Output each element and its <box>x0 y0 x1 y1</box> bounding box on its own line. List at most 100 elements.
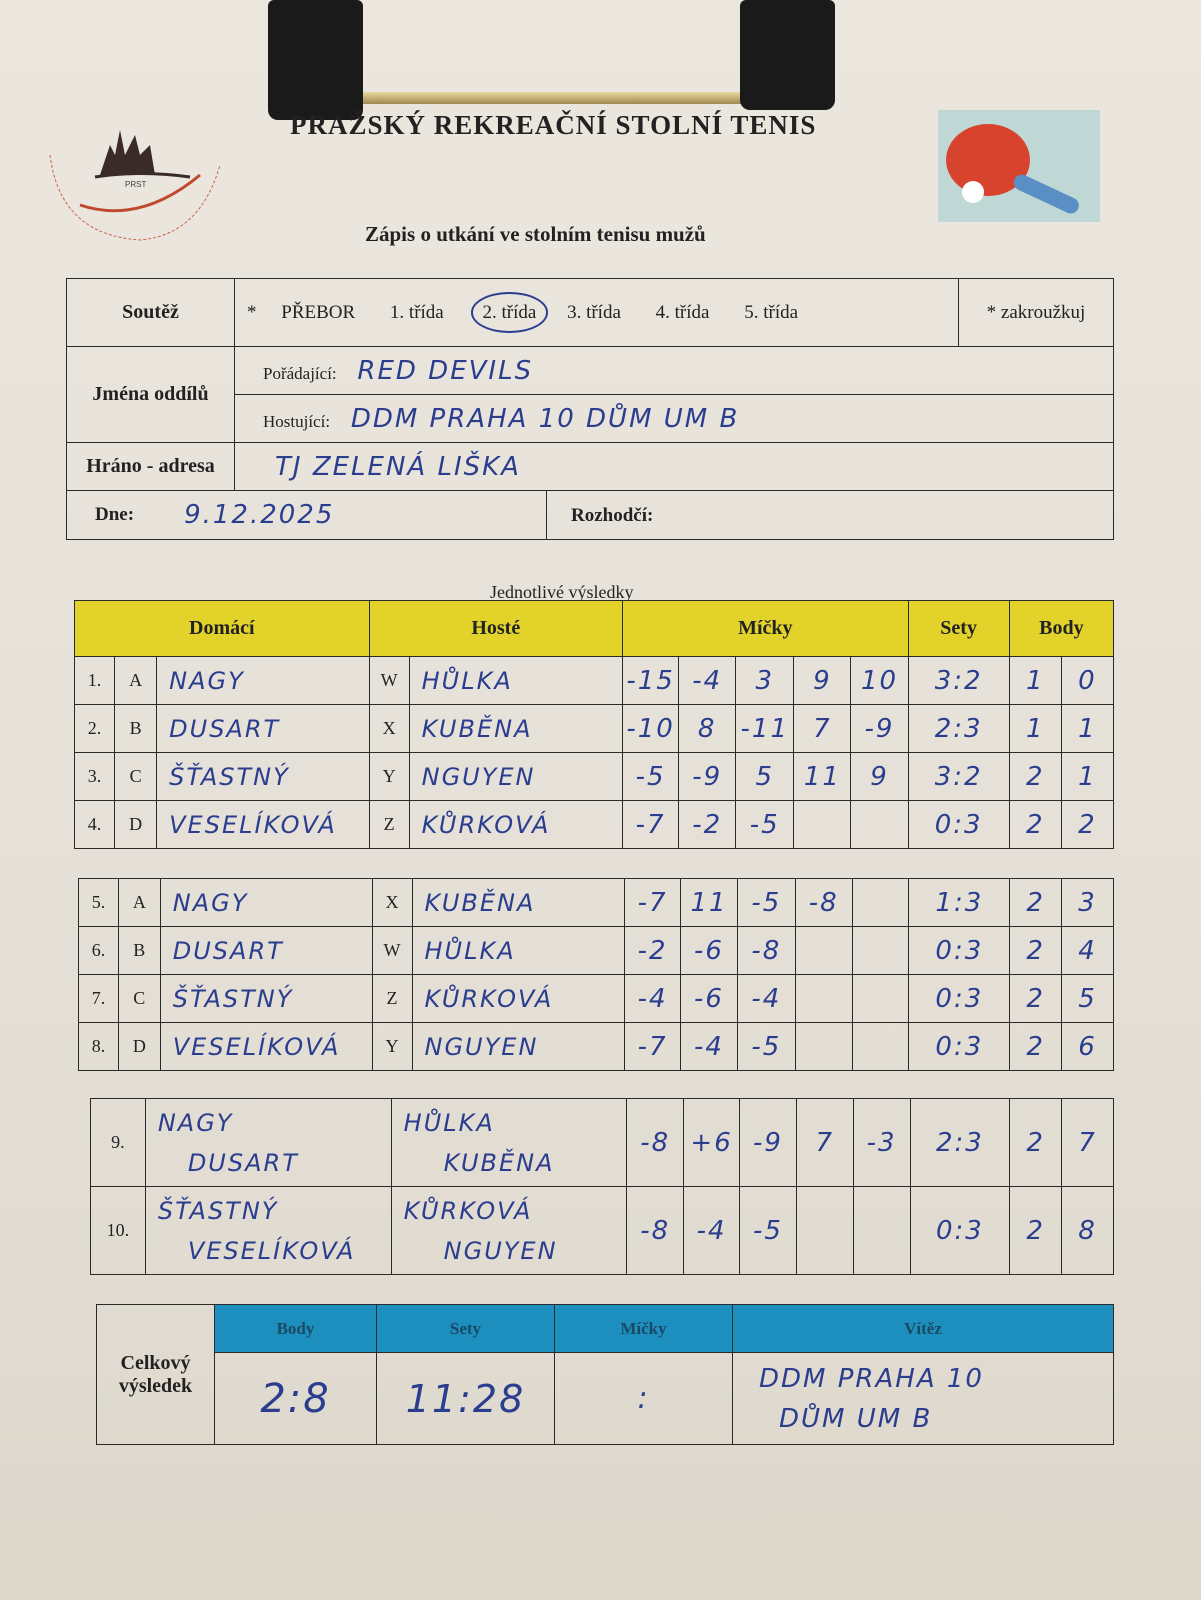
class-option[interactable]: 5. třída <box>744 301 799 323</box>
set-score[interactable]: -5 <box>735 800 795 849</box>
home-player[interactable]: VESELÍKOVÁ <box>159 1022 373 1071</box>
home-player[interactable]: DUSART <box>156 704 370 753</box>
total-balls[interactable]: : <box>554 1352 733 1445</box>
class-option[interactable]: 3. třída <box>567 301 621 323</box>
set-score[interactable] <box>795 1186 854 1275</box>
set-score[interactable]: 5 <box>735 752 795 801</box>
set-score[interactable]: 3 <box>735 656 795 705</box>
guest-player[interactable]: NGUYEN <box>408 752 624 801</box>
sets-result[interactable]: 2:3 <box>907 704 1010 753</box>
set-score[interactable]: -4 <box>624 974 682 1023</box>
points-home[interactable]: 2 <box>1009 926 1063 975</box>
set-score[interactable]: 7 <box>795 1098 854 1187</box>
referee-cell[interactable]: Rozhodčí: <box>547 504 653 527</box>
set-score[interactable] <box>850 800 909 849</box>
venue-value[interactable]: TJ ZELENÁ LIŠKA <box>234 442 1114 491</box>
set-score[interactable]: 11 <box>793 752 852 801</box>
set-score[interactable]: -4 <box>736 974 796 1023</box>
points-home[interactable]: 2 <box>1009 1098 1063 1187</box>
set-score[interactable]: -7 <box>622 800 680 849</box>
set-score[interactable]: -5 <box>736 878 796 927</box>
points-home[interactable]: 1 <box>1008 656 1062 705</box>
points-guest[interactable]: 0 <box>1060 656 1115 705</box>
sets-result[interactable]: 3:2 <box>907 752 1010 801</box>
set-score[interactable]: -7 <box>624 878 682 927</box>
guest-player[interactable]: HŮLKA <box>408 656 624 705</box>
guest-pair[interactable]: KŮRKOVÁ NGUYEN <box>390 1186 628 1275</box>
set-score[interactable]: 9 <box>793 656 852 705</box>
set-score[interactable] <box>794 926 853 975</box>
points-home[interactable]: 2 <box>1008 800 1062 849</box>
guest-value[interactable]: DDM PRAHA 10 DŮM UM B <box>350 403 740 434</box>
set-score[interactable]: -4 <box>680 1022 738 1071</box>
set-score[interactable]: -5 <box>736 1022 796 1071</box>
sets-result[interactable]: 0:3 <box>908 974 1011 1023</box>
set-score[interactable]: -2 <box>678 800 737 849</box>
points-guest[interactable]: 7 <box>1061 1098 1114 1187</box>
guest-pair[interactable]: HŮLKA KUBĚNA <box>390 1098 628 1187</box>
points-home[interactable]: 2 <box>1009 878 1063 927</box>
set-score[interactable]: -6 <box>680 926 738 975</box>
set-score[interactable]: -8 <box>626 1098 685 1187</box>
home-player[interactable]: ŠŤASTNÝ <box>159 974 373 1023</box>
guest-player[interactable]: KŮRKOVÁ <box>411 974 626 1023</box>
home-pair[interactable]: ŠŤASTNÝ VESELÍKOVÁ <box>144 1186 392 1275</box>
set-score[interactable]: -5 <box>739 1186 797 1275</box>
home-player[interactable]: DUSART <box>159 926 373 975</box>
set-score[interactable]: -11 <box>735 704 795 753</box>
points-guest[interactable]: 3 <box>1061 878 1114 927</box>
set-score[interactable]: -7 <box>624 1022 682 1071</box>
sets-result[interactable]: 0:3 <box>908 1022 1011 1071</box>
points-guest[interactable]: 2 <box>1060 800 1115 849</box>
points-home[interactable]: 2 <box>1008 752 1062 801</box>
sets-result[interactable]: 0:3 <box>907 800 1010 849</box>
sets-result[interactable]: 3:2 <box>907 656 1010 705</box>
total-winner[interactable]: DDM PRAHA 10 DŮM UM B <box>732 1352 1114 1445</box>
set-score[interactable] <box>851 926 910 975</box>
set-score[interactable]: -4 <box>683 1186 741 1275</box>
points-guest[interactable]: 1 <box>1060 704 1115 753</box>
set-score[interactable] <box>851 974 910 1023</box>
home-player[interactable]: VESELÍKOVÁ <box>156 800 370 849</box>
points-guest[interactable]: 6 <box>1061 1022 1114 1071</box>
set-score[interactable]: -3 <box>852 1098 911 1187</box>
guest-player[interactable]: KUBĚNA <box>408 704 624 753</box>
set-score[interactable]: 7 <box>793 704 852 753</box>
guest-player[interactable]: KŮRKOVÁ <box>408 800 624 849</box>
guest-player[interactable]: KUBĚNA <box>411 878 626 927</box>
set-score[interactable]: -9 <box>739 1098 797 1187</box>
points-home[interactable]: 2 <box>1009 1022 1063 1071</box>
host-value[interactable]: RED DEVILS <box>357 355 534 386</box>
sets-result[interactable]: 2:3 <box>909 1098 1011 1187</box>
home-pair[interactable]: NAGY DUSART <box>144 1098 392 1187</box>
date-value[interactable]: 9.12.2025 <box>184 500 335 530</box>
guest-player[interactable]: NGUYEN <box>411 1022 626 1071</box>
set-score[interactable]: +6 <box>683 1098 741 1187</box>
set-score[interactable]: -5 <box>622 752 680 801</box>
sets-result[interactable]: 0:3 <box>909 1186 1011 1275</box>
set-score[interactable]: -2 <box>624 926 682 975</box>
points-guest[interactable]: 1 <box>1060 752 1115 801</box>
set-score[interactable] <box>793 800 852 849</box>
set-score[interactable]: -9 <box>678 752 737 801</box>
set-score[interactable]: -6 <box>680 974 738 1023</box>
guest-player[interactable]: HŮLKA <box>411 926 626 975</box>
set-score[interactable] <box>794 1022 853 1071</box>
set-score[interactable] <box>852 1186 911 1275</box>
class-option[interactable]: PŘEBOR <box>281 301 356 323</box>
set-score[interactable]: -10 <box>622 704 680 753</box>
sets-result[interactable]: 0:3 <box>908 926 1011 975</box>
set-score[interactable]: -8 <box>794 878 853 927</box>
points-home[interactable]: 2 <box>1009 974 1063 1023</box>
home-player[interactable]: NAGY <box>156 656 370 705</box>
set-score[interactable]: -4 <box>678 656 737 705</box>
total-sets[interactable]: 11:28 <box>376 1352 555 1445</box>
set-score[interactable] <box>794 974 853 1023</box>
home-player[interactable]: ŠŤASTNÝ <box>156 752 370 801</box>
points-guest[interactable]: 5 <box>1061 974 1114 1023</box>
class-option-selected[interactable]: 2. třída <box>470 291 549 333</box>
set-score[interactable] <box>851 878 910 927</box>
home-player[interactable]: NAGY <box>159 878 373 927</box>
set-score[interactable] <box>851 1022 910 1071</box>
points-guest[interactable]: 4 <box>1061 926 1114 975</box>
